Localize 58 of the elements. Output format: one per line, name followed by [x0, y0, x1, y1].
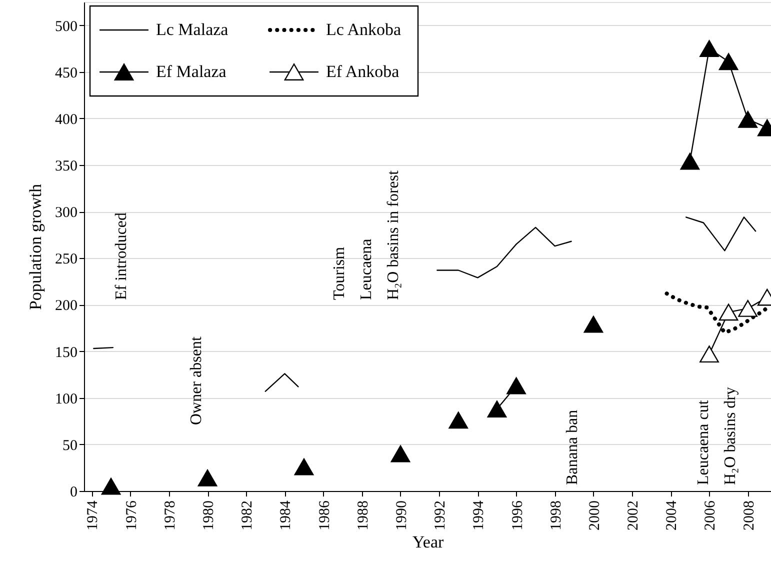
- x-tick-label: 1998: [548, 500, 564, 530]
- annotation: Owner absent: [188, 336, 205, 425]
- annotation: Ef introduced: [113, 212, 130, 300]
- x-tick-label: 1988: [355, 500, 372, 530]
- annotation: H₂O basins dry: [722, 386, 739, 485]
- x-tick-label: 1990: [394, 500, 410, 530]
- y-tick-label: 150: [55, 344, 78, 361]
- point: [487, 400, 507, 418]
- annotation: H₂O basins in forest: [385, 170, 402, 300]
- x-tick-label: 1996: [510, 500, 526, 530]
- y-tick-label: 400: [55, 112, 78, 128]
- y-tick-label: 300: [55, 205, 78, 222]
- y-tick-label: 50: [62, 438, 78, 454]
- point: [738, 110, 758, 128]
- point: [294, 458, 314, 476]
- y-tick-label: 100: [55, 391, 78, 408]
- x-tick-label: 1984: [278, 500, 294, 530]
- legend-label: Ef Malaza: [156, 62, 227, 81]
- point: [198, 469, 218, 486]
- x-tick-label: 2002: [626, 500, 642, 530]
- x-tick-label: 1986: [316, 500, 333, 530]
- x-tick-label: 2006: [702, 500, 719, 530]
- point: [718, 53, 738, 70]
- annotation: Banana ban: [564, 410, 581, 485]
- point: [700, 346, 719, 363]
- y-tick-label: 450: [55, 65, 78, 82]
- legend-label: Ef Ankoba: [326, 62, 400, 81]
- y-tick-label: 0: [70, 484, 78, 500]
- point: [390, 445, 410, 462]
- x-tick-label: 2004: [664, 500, 680, 530]
- x-tick-label: 1980: [201, 500, 218, 530]
- point: [700, 40, 719, 58]
- point: [738, 300, 758, 317]
- annotation: Leucaena: [358, 238, 375, 300]
- legend-label: Lc Ankoba: [326, 20, 402, 39]
- x-tick-label: 1976: [124, 500, 140, 530]
- y-tick-label: 200: [55, 298, 78, 314]
- x-tick-label: 1994: [471, 500, 488, 530]
- y-tick-label: 500: [55, 18, 78, 35]
- x-tick-label: 1982: [240, 500, 256, 530]
- point: [101, 478, 121, 495]
- point: [506, 377, 526, 394]
- y-tick-label: 250: [55, 252, 78, 268]
- point: [584, 316, 604, 333]
- annotation: Leucaena cut: [695, 400, 712, 485]
- y-axis-title: Population growth: [26, 183, 45, 310]
- annotation: Tourism: [331, 246, 348, 300]
- y-tick-label: 350: [55, 158, 78, 174]
- x-tick-label: 1974: [85, 500, 102, 530]
- x-tick-label: 2008: [741, 500, 758, 530]
- x-axis-title: Year: [412, 532, 444, 552]
- x-tick-label: 2000: [586, 500, 603, 530]
- point: [718, 304, 738, 321]
- legend-label: Lc Malaza: [156, 20, 229, 39]
- x-tick-label: 1992: [432, 500, 449, 530]
- point: [680, 152, 700, 170]
- point: [448, 412, 468, 429]
- x-tick-label: 1978: [162, 500, 178, 530]
